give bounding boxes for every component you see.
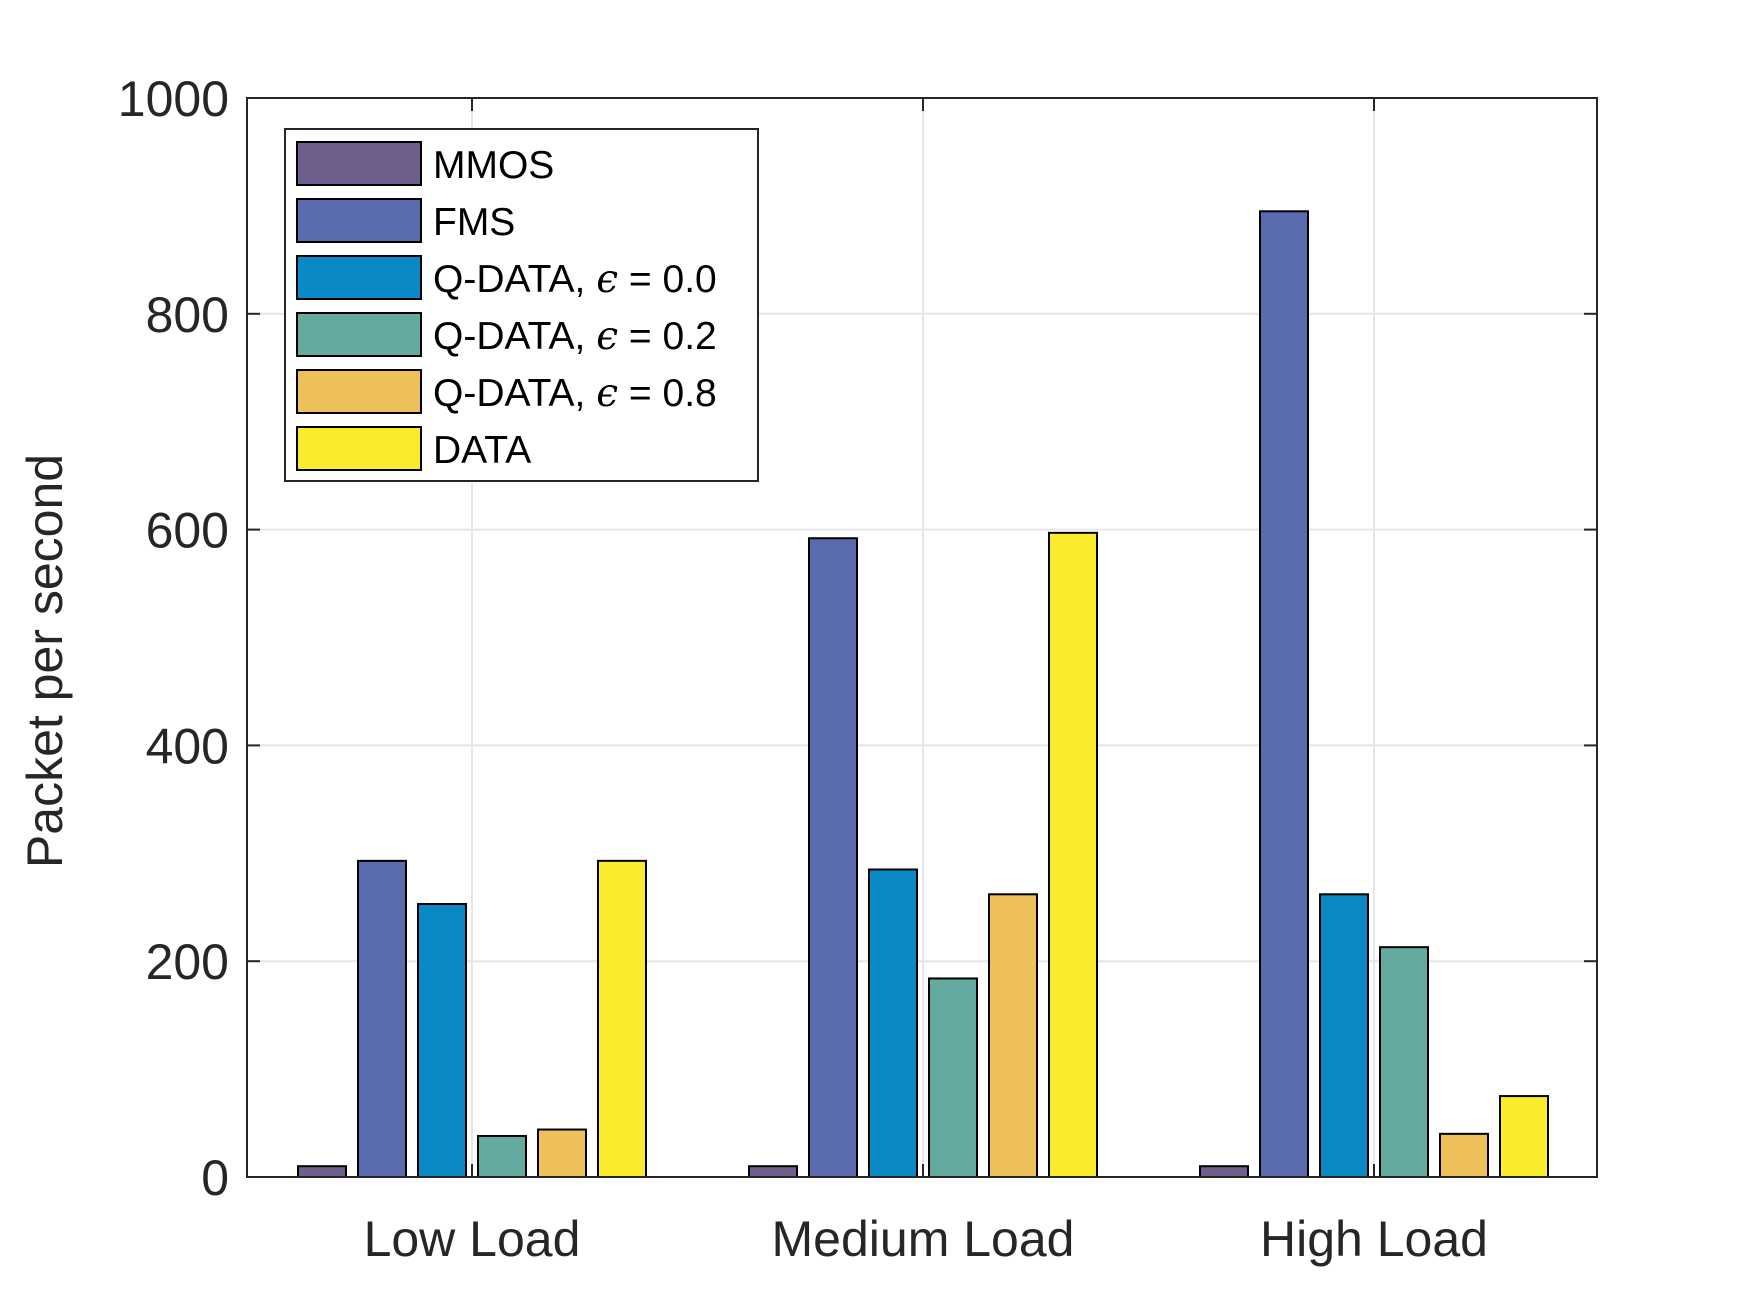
bar-fms-0 (357, 859, 407, 1179)
legend-box (284, 128, 759, 482)
y-tick-label: 1000 (118, 71, 229, 127)
legend-label: Q-DATA, (433, 372, 596, 415)
y-axis-label: Packet per second (17, 454, 73, 868)
legend-entry: Q-DATA, ϵ = 0.0 (433, 257, 717, 302)
bar-q-data-0-0-0 (417, 903, 467, 1178)
legend-label: Q-DATA, (433, 258, 596, 301)
legend-swatch (296, 198, 422, 243)
y-tick-label: 400 (146, 718, 229, 774)
bar-q-data-0-2-2 (1379, 946, 1429, 1178)
y-tick-label: 0 (201, 1150, 229, 1206)
legend-label: FMS (433, 201, 515, 244)
legend-swatch (296, 426, 422, 471)
legend-swatch (296, 141, 422, 186)
legend-entry: Q-DATA, ϵ = 0.2 (433, 314, 717, 359)
legend-label: Q-DATA, (433, 315, 596, 358)
x-tick-labels: Low Load Medium Load High Load (364, 1211, 1488, 1267)
epsilon-symbol: ϵ (596, 314, 618, 359)
legend-label-value: = 0.0 (618, 258, 717, 301)
bar-mmos-2 (1199, 1165, 1249, 1178)
bar-q-data-0-2-0 (477, 1134, 527, 1179)
x-tick-label: Low Load (364, 1211, 581, 1267)
y-tick-label: 200 (146, 934, 229, 990)
bar-fms-1 (808, 537, 858, 1178)
bar-fms-2 (1259, 210, 1309, 1179)
legend-label: MMOS (433, 144, 554, 187)
axis-ticks (247, 97, 1597, 1178)
x-tick-label: High Load (1260, 1211, 1488, 1267)
bar-data-2 (1499, 1095, 1549, 1178)
bar-data-1 (1048, 531, 1098, 1178)
epsilon-symbol: ϵ (596, 257, 618, 302)
legend-entry: FMS (433, 201, 515, 244)
bar-mmos-0 (297, 1165, 347, 1178)
bar-q-data-0-2-1 (928, 977, 978, 1178)
bar-q-data-0-0-1 (868, 868, 918, 1178)
legend-swatch (296, 255, 422, 300)
y-tick-labels: 0 200 400 600 800 1000 (118, 71, 229, 1206)
legend-swatch (296, 369, 422, 414)
legend-swatch (296, 312, 422, 357)
y-tick-label: 600 (146, 503, 229, 559)
legend-entry: Q-DATA, ϵ = 0.8 (433, 371, 717, 416)
legend-label-value: = 0.8 (618, 372, 717, 415)
bar-mmos-1 (748, 1165, 798, 1178)
y-tick-label: 800 (146, 287, 229, 343)
bar-data-0 (597, 859, 647, 1179)
bar-q-data-0-8-0 (537, 1128, 587, 1179)
bar-q-data-0-8-2 (1439, 1132, 1489, 1178)
legend-label-value: = 0.2 (618, 315, 717, 358)
legend-entry: DATA (433, 429, 531, 472)
legend-label: DATA (433, 429, 531, 472)
bar-q-data-0-0-2 (1319, 893, 1369, 1178)
epsilon-symbol: ϵ (596, 371, 618, 416)
x-tick-label: Medium Load (772, 1211, 1075, 1267)
bar-q-data-0-8-1 (988, 893, 1038, 1178)
legend-entry: MMOS (433, 144, 554, 187)
